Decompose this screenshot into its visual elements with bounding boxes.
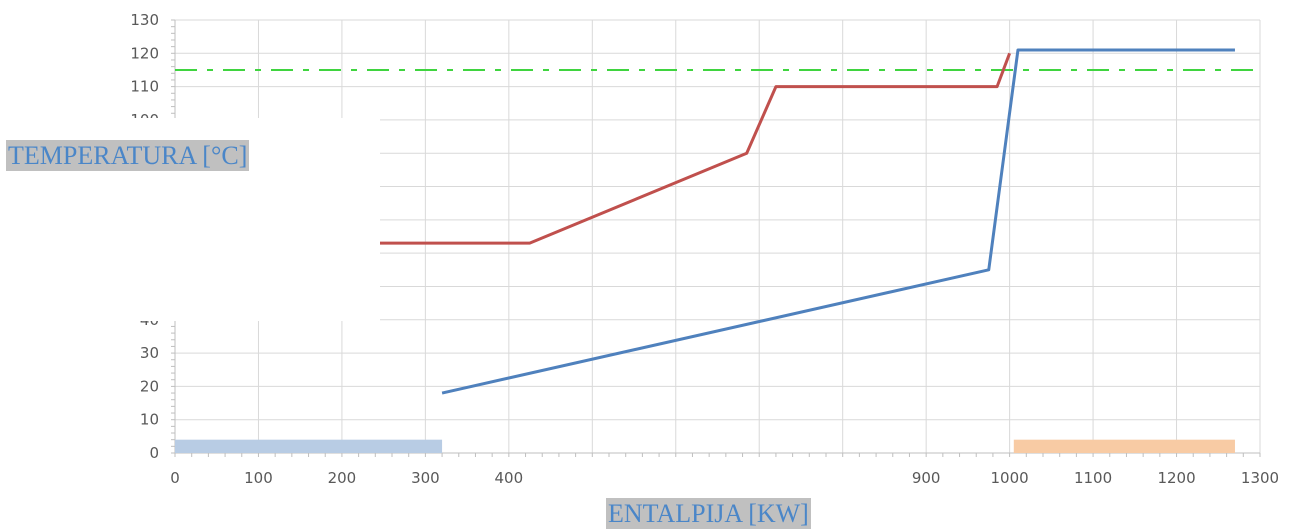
x-tick-label-200: 200: [328, 469, 357, 487]
x-tick-label-1000: 1000: [991, 469, 1029, 487]
x-tick-label-900: 900: [912, 469, 941, 487]
series-line-1: [375, 52, 1012, 245]
x-tick-label-1300: 1300: [1241, 469, 1279, 487]
y-tick-label-130: 130: [130, 11, 159, 29]
y-tick-label-10: 10: [140, 411, 159, 429]
y-tick-label-120: 120: [130, 44, 159, 62]
series-lines: [375, 48, 1235, 395]
x-axis-label: ENTALPIJA [KW]: [606, 498, 811, 529]
x-tick-label-1200: 1200: [1157, 469, 1195, 487]
mask-right-edge: [1262, 0, 1290, 130]
y-tick-label-110: 110: [130, 78, 159, 96]
x-tick-label-300: 300: [411, 469, 440, 487]
range-bars: [175, 439, 1235, 453]
x-tick-label-400: 400: [495, 469, 524, 487]
x-tick-label-1100: 1100: [1074, 469, 1112, 487]
range-bar-2: [1013, 439, 1235, 453]
y-tick-label-0: 0: [149, 444, 159, 462]
masked-regions: [0, 0, 1290, 492]
range-bar-1: [175, 439, 443, 453]
x-tick-label-100: 100: [244, 469, 273, 487]
series-line-2: [441, 48, 1235, 395]
x-tick-label-0: 0: [170, 469, 180, 487]
mask-tick-gap: [560, 462, 910, 492]
y-tick-label-20: 20: [140, 377, 159, 395]
y-axis-label: TEMPERATURA [°C]: [6, 140, 250, 171]
y-tick-label-30: 30: [140, 344, 159, 362]
